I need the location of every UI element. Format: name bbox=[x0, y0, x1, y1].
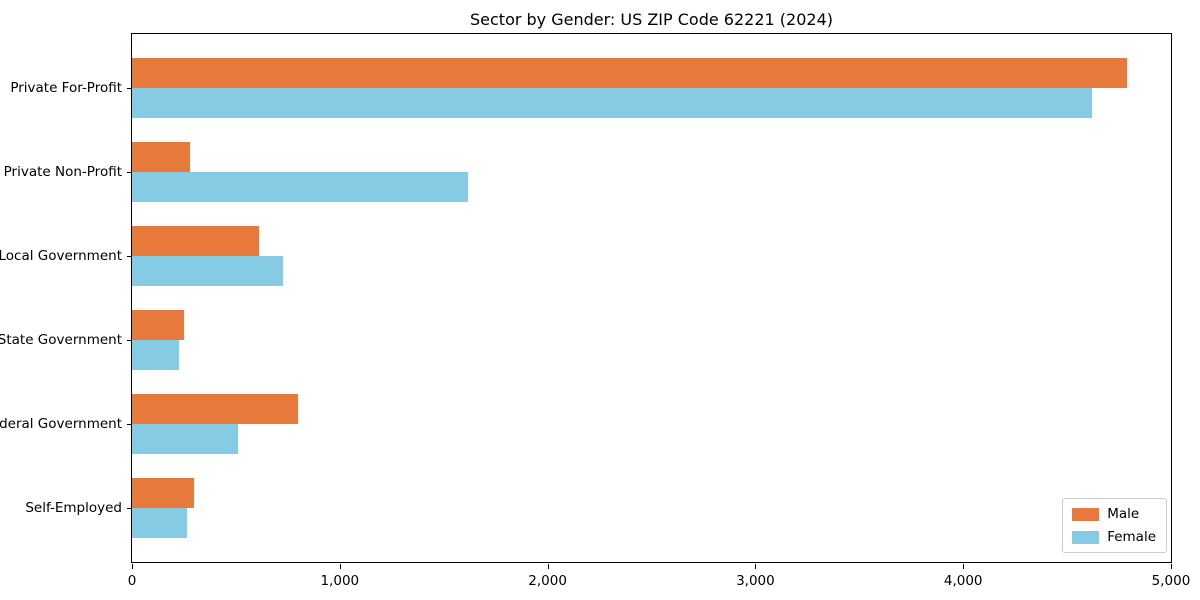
y-tick-label: Private For-Profit bbox=[10, 80, 122, 96]
legend: Male Female bbox=[1062, 498, 1167, 553]
legend-label: Female bbox=[1107, 529, 1156, 545]
plot-area: Private For-Profit Private Non-Profit Loca… bbox=[0, 33, 1190, 589]
bar-male-self-employed bbox=[132, 478, 195, 508]
bar-male-federal-government bbox=[132, 394, 299, 424]
y-tick-label: Federal Government bbox=[0, 416, 122, 432]
y-tick-mark bbox=[127, 256, 132, 257]
y-tick-mark bbox=[127, 172, 132, 173]
bar-female-state-government bbox=[132, 340, 179, 370]
bar-male-state-government bbox=[132, 310, 184, 340]
legend-label: Male bbox=[1107, 506, 1140, 522]
legend-item-male: Male bbox=[1072, 506, 1156, 522]
x-tick-label: 4,000 bbox=[943, 573, 983, 589]
x-tick-label: 1,000 bbox=[320, 573, 360, 589]
y-tick-label: Private Non-Profit bbox=[3, 164, 122, 180]
bar-female-federal-government bbox=[132, 424, 238, 454]
bar-female-local-government bbox=[132, 256, 283, 286]
y-tick-label: State Government bbox=[0, 332, 122, 348]
legend-swatch-male bbox=[1072, 507, 1100, 521]
y-tick-mark bbox=[127, 424, 132, 425]
y-tick-mark bbox=[127, 508, 132, 509]
y-tick-mark bbox=[127, 340, 132, 341]
x-tick-mark bbox=[132, 564, 133, 569]
x-tick-mark bbox=[1171, 564, 1172, 569]
chart-title: Sector by Gender: US ZIP Code 62221 (202… bbox=[470, 10, 833, 29]
y-tick-label: Self-Employed bbox=[25, 500, 122, 516]
bar-female-self-employed bbox=[132, 508, 188, 538]
x-tick-mark bbox=[339, 564, 341, 569]
y-tick-mark bbox=[127, 88, 132, 89]
x-tick-mark bbox=[755, 564, 757, 569]
legend-swatch-female bbox=[1072, 530, 1100, 544]
bar-male-local-government bbox=[132, 226, 259, 256]
x-tick-label: 3,000 bbox=[736, 573, 775, 589]
x-tick-label: 5,000 bbox=[1151, 573, 1191, 589]
x-tick-label: 2,000 bbox=[528, 573, 567, 589]
bar-female-private-non-profit bbox=[132, 172, 468, 202]
x-tick-label: 0 bbox=[127, 573, 137, 589]
bar-female-private-for-profit bbox=[132, 88, 1092, 118]
x-tick-mark bbox=[547, 564, 549, 569]
legend-item-female: Female bbox=[1072, 529, 1156, 545]
bar-male-private-for-profit bbox=[132, 58, 1128, 88]
x-tick-mark bbox=[963, 564, 965, 569]
y-tick-label: Local Government bbox=[0, 248, 122, 264]
bar-male-private-non-profit bbox=[132, 142, 191, 172]
